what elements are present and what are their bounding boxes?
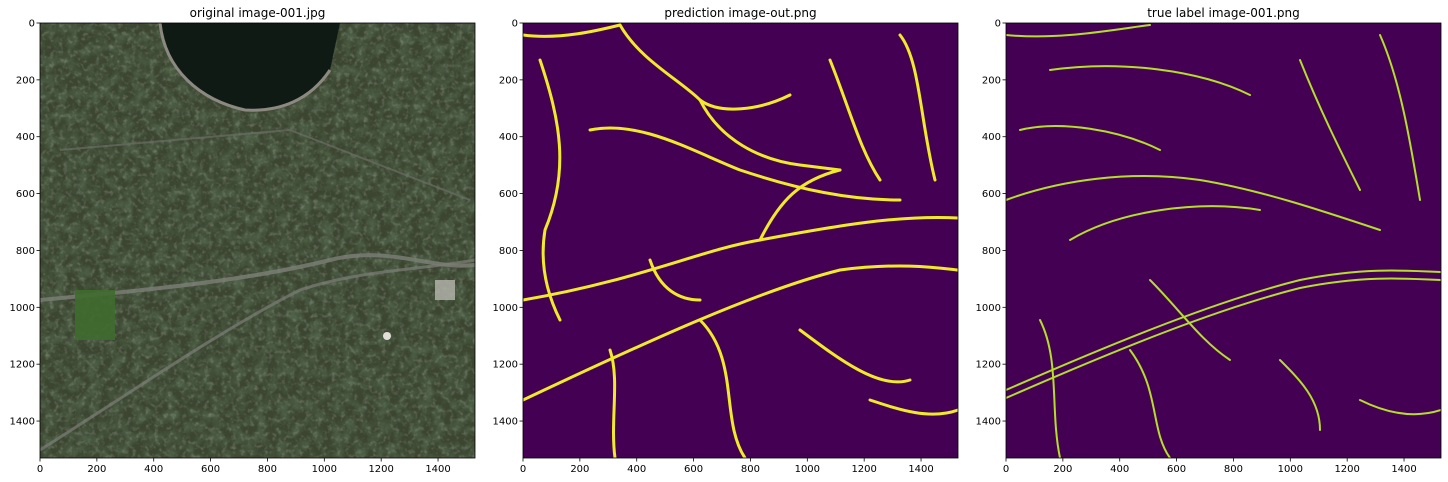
x-tick-label: 1200 xyxy=(851,464,876,475)
x-tick-label: 1000 xyxy=(312,464,337,475)
y-tick-label: 1400 xyxy=(493,417,518,428)
x-tick-label: 1400 xyxy=(425,464,450,475)
x-tick-label: 600 xyxy=(684,464,703,475)
x-tick-label: 1000 xyxy=(795,464,820,475)
x-axis: 0 200 400 600 800 1000 1200 1400 xyxy=(1003,458,1417,475)
x-tick-label: 200 xyxy=(87,464,106,475)
prediction-mask xyxy=(523,23,958,458)
y-tick-label: 0 xyxy=(29,19,35,30)
x-tick-label: 1200 xyxy=(1334,464,1359,475)
x-tick-label: 0 xyxy=(520,464,526,475)
y-tick-label: 0 xyxy=(512,19,518,30)
x-tick-label: 1200 xyxy=(368,464,393,475)
y-tick-label: 1200 xyxy=(493,360,518,371)
y-axis: 0 200 400 600 800 1000 1200 1400 xyxy=(493,19,523,428)
x-tick-label: 1000 xyxy=(1278,464,1303,475)
panel-prediction: prediction image-out.png xyxy=(493,6,959,475)
y-tick-label: 600 xyxy=(982,189,1001,200)
panel-title: true label image-001.png xyxy=(1147,6,1300,20)
y-tick-label: 0 xyxy=(995,19,1001,30)
y-axis: 0 200 400 600 800 1000 1200 1400 xyxy=(10,19,40,428)
x-tick-label: 1400 xyxy=(908,464,933,475)
panel-true-label: true label image-001.png 0 200 400 60 xyxy=(976,6,1442,475)
x-tick-label: 800 xyxy=(258,464,277,475)
aerial-image xyxy=(40,23,475,458)
y-tick-label: 1200 xyxy=(10,360,35,371)
x-tick-label: 600 xyxy=(201,464,220,475)
y-tick-label: 600 xyxy=(16,189,35,200)
y-tick-label: 200 xyxy=(16,75,35,86)
x-tick-label: 800 xyxy=(1224,464,1243,475)
x-tick-label: 200 xyxy=(570,464,589,475)
y-tick-label: 800 xyxy=(499,246,518,257)
panel-title: original image-001.jpg xyxy=(190,6,326,20)
lake xyxy=(160,23,340,111)
x-tick-label: 600 xyxy=(1167,464,1186,475)
y-tick-label: 600 xyxy=(499,189,518,200)
y-tick-label: 1000 xyxy=(976,303,1001,314)
y-tick-label: 400 xyxy=(499,132,518,143)
y-tick-label: 1200 xyxy=(976,360,1001,371)
x-tick-label: 1400 xyxy=(1391,464,1416,475)
x-tick-label: 0 xyxy=(1003,464,1009,475)
road-lines xyxy=(1006,24,1441,458)
y-tick-label: 1400 xyxy=(10,417,35,428)
y-tick-label: 400 xyxy=(16,132,35,143)
y-tick-label: 1000 xyxy=(493,303,518,314)
x-tick-label: 400 xyxy=(627,464,646,475)
y-tick-label: 400 xyxy=(982,132,1001,143)
panel-original: original image-001.jpg 0 200 400 600 800 1000… xyxy=(10,6,476,475)
y-tick-label: 1400 xyxy=(976,417,1001,428)
x-tick-label: 200 xyxy=(1053,464,1072,475)
panel-title: prediction image-out.png xyxy=(664,6,816,20)
x-axis: 0 200 400 600 800 1000 1200 1400 xyxy=(520,458,934,475)
x-tick-label: 400 xyxy=(144,464,163,475)
x-tick-label: 800 xyxy=(741,464,760,475)
y-tick-label: 800 xyxy=(16,246,35,257)
y-tick-label: 1000 xyxy=(10,303,35,314)
x-tick-label: 400 xyxy=(1110,464,1129,475)
y-axis: 0 200 400 600 800 1000 1200 1400 xyxy=(976,19,1006,428)
road-lines xyxy=(523,23,958,458)
y-tick-label: 800 xyxy=(982,246,1001,257)
y-tick-label: 200 xyxy=(499,75,518,86)
y-tick-label: 200 xyxy=(982,75,1001,86)
x-tick-label: 0 xyxy=(37,464,43,475)
label-mask xyxy=(1006,23,1441,458)
x-axis: 0 200 400 600 800 1000 1200 1400 xyxy=(37,458,451,475)
